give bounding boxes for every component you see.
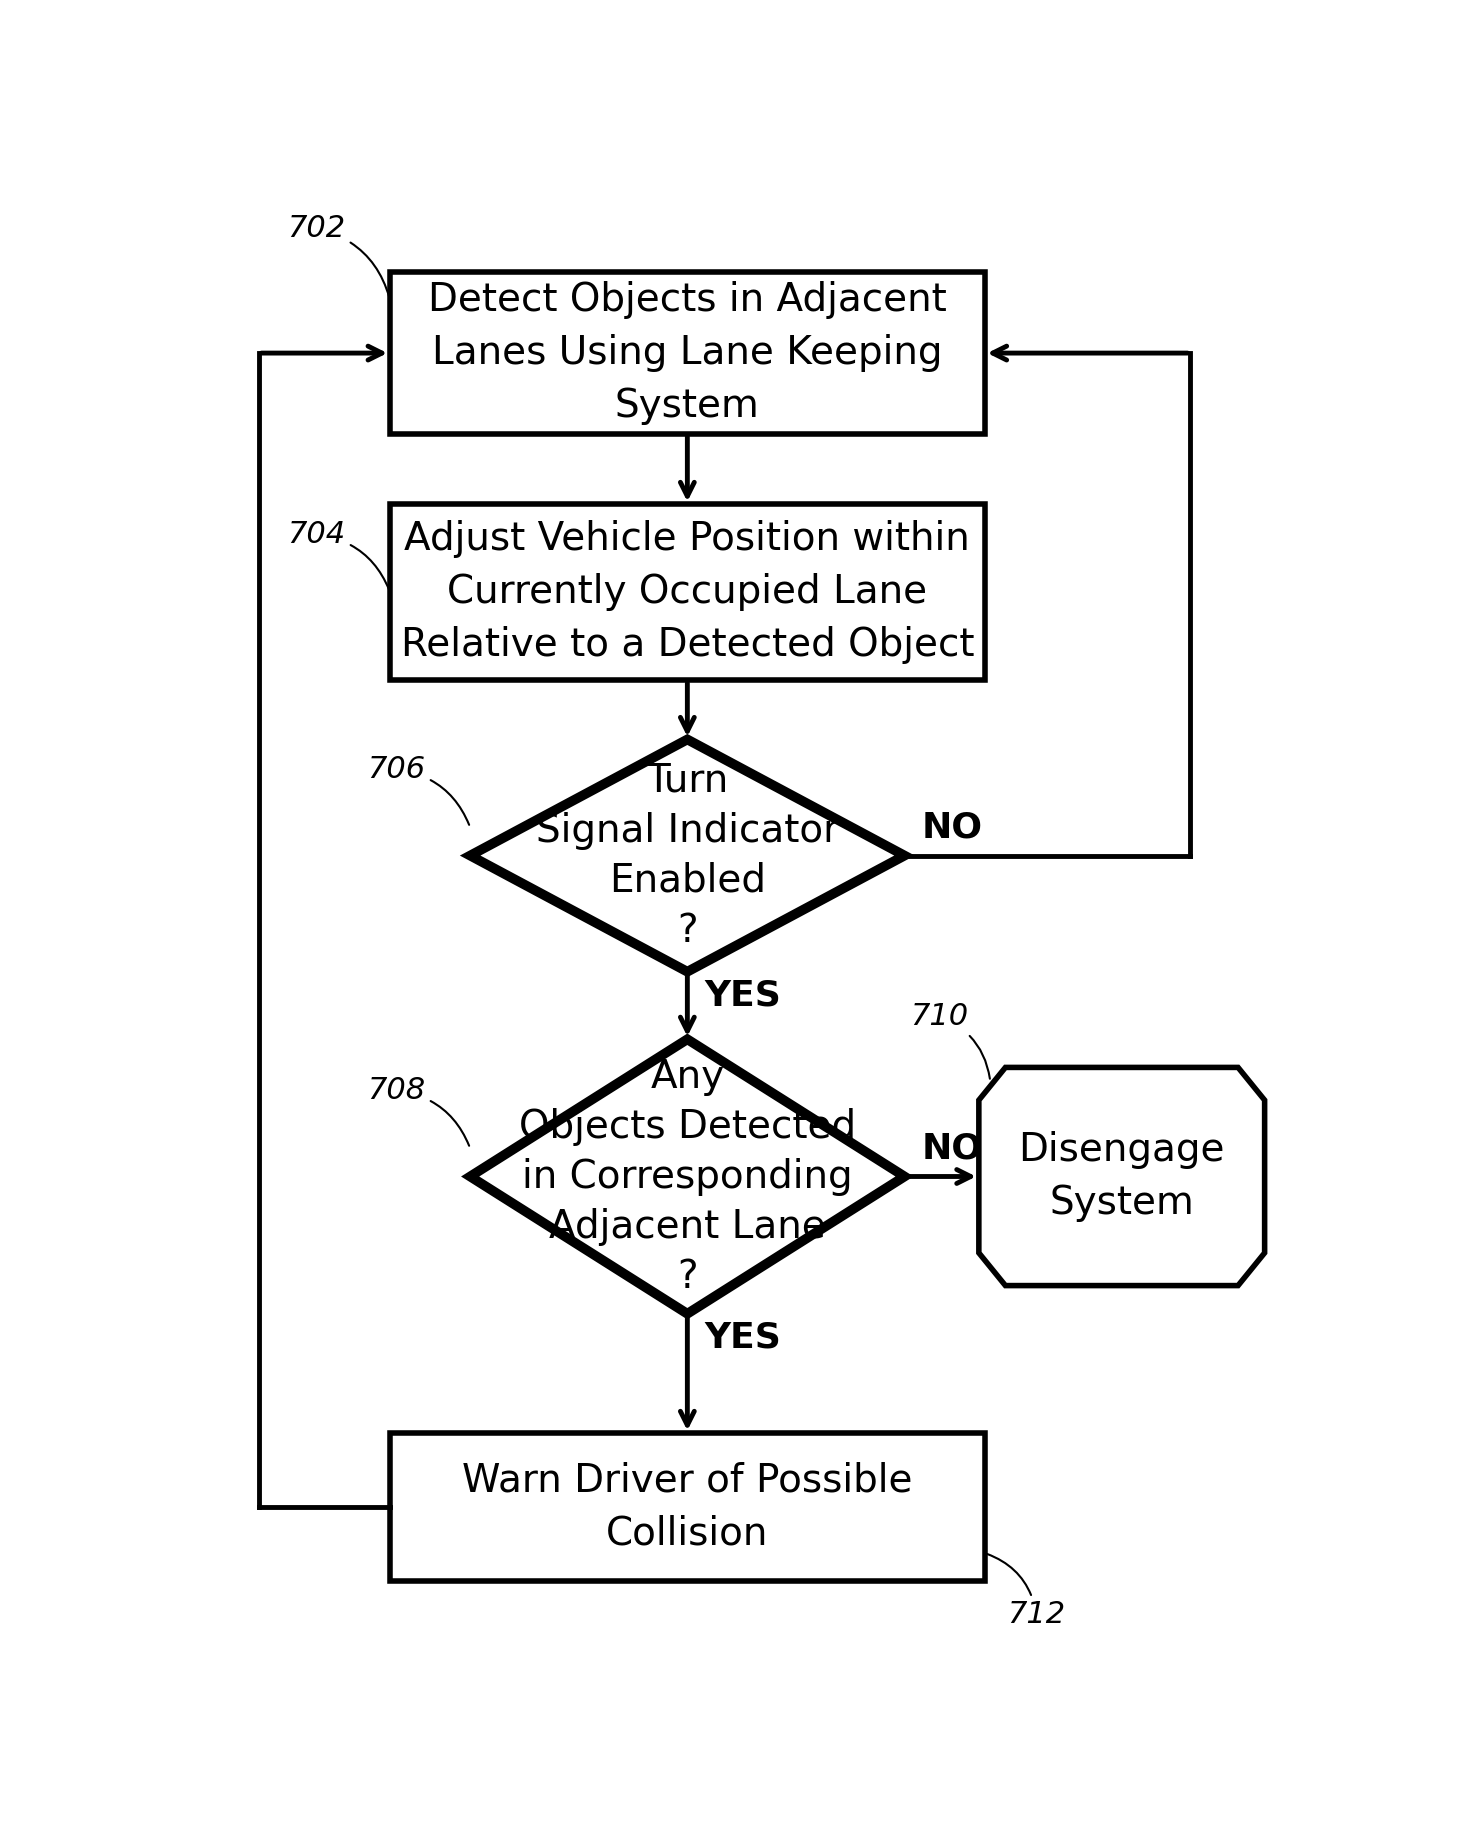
Text: 702: 702 [288,214,389,298]
Text: Adjust Vehicle Position within
Currently Occupied Lane
Relative to a Detected Ob: Adjust Vehicle Position within Currently… [401,521,974,664]
Text: YES: YES [705,1322,782,1355]
Text: YES: YES [705,978,782,1013]
Text: 710: 710 [910,1002,990,1079]
FancyBboxPatch shape [389,1433,985,1581]
Text: 704: 704 [288,521,389,590]
FancyBboxPatch shape [389,272,985,433]
Text: 708: 708 [367,1077,469,1146]
Text: Any
Objects Detected
in Corresponding
Adjacent Lane
?: Any Objects Detected in Corresponding Ad… [519,1058,855,1296]
Text: 712: 712 [987,1554,1065,1629]
Polygon shape [471,740,904,972]
Polygon shape [979,1068,1264,1285]
Text: NO: NO [922,810,982,845]
Text: NO: NO [922,1132,982,1164]
Text: Disengage
System: Disengage System [1018,1132,1224,1221]
Polygon shape [471,1040,904,1314]
FancyBboxPatch shape [389,505,985,680]
Text: Turn
Signal Indicator
Enabled
?: Turn Signal Indicator Enabled ? [535,762,839,949]
Text: Warn Driver of Possible
Collision: Warn Driver of Possible Collision [462,1462,913,1552]
Text: Detect Objects in Adjacent
Lanes Using Lane Keeping
System: Detect Objects in Adjacent Lanes Using L… [428,282,947,426]
Text: 706: 706 [367,755,469,824]
